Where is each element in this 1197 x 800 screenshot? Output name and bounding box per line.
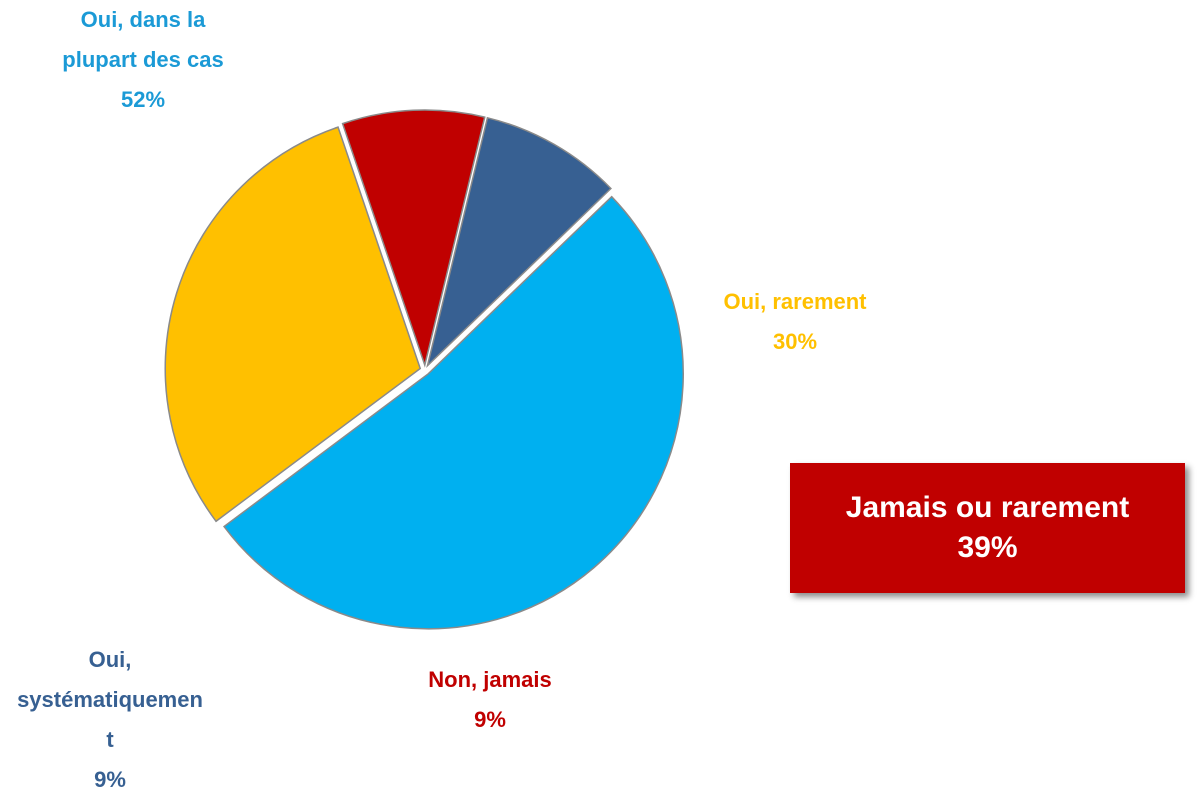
chart — [164, 109, 684, 630]
annotation-text: Jamais ou rarement — [845, 491, 1130, 524]
slice-value: 9% — [94, 767, 126, 792]
slice-label: Oui, systématiquement 9% — [15, 640, 205, 800]
slice-value: 52% — [120, 87, 166, 112]
pie-slice — [223, 195, 684, 630]
slice-label: Oui, rarement 30% — [690, 282, 900, 362]
page: Jamais ou rarement 39% (() => { const da… — [17, 0, 1185, 792]
slice-value: 30% — [772, 329, 818, 354]
annotation-box: Jamais ou rarement 39% — [790, 463, 1185, 593]
pie-slice — [341, 109, 486, 368]
pie-slice — [426, 116, 612, 368]
slice-name: Oui, dans la plupart des cas — [62, 7, 224, 72]
slice-label: Oui, dans la plupart des cas 52% — [58, 0, 228, 120]
annotation-label: 39% — [957, 531, 1018, 564]
slice-label: Non, jamais 9% — [390, 660, 590, 740]
slice-name: Oui, systématiquement — [17, 647, 203, 752]
slice-value: 9% — [474, 707, 506, 732]
slice-name: Oui, rarement — [723, 289, 867, 314]
slice-name: Non, jamais — [428, 667, 552, 692]
pie-slice — [164, 126, 422, 523]
